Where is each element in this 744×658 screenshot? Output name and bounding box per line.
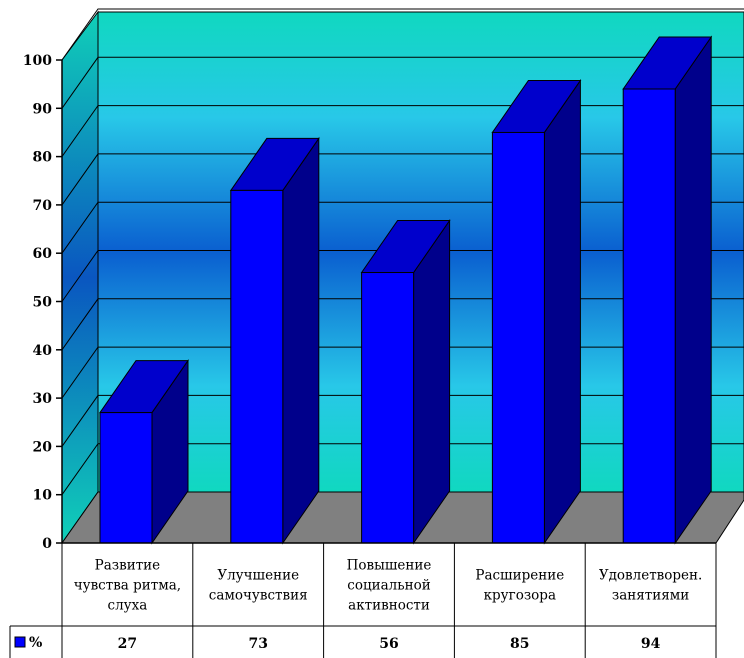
y-tick-label-100: 100 [23, 53, 52, 69]
y-tick-label-10: 10 [33, 488, 53, 504]
bars [99, 35, 713, 545]
bar-2 [229, 136, 320, 545]
y-tick-label-20: 20 [33, 439, 53, 455]
bar-front-3 [361, 272, 415, 544]
y-tick-label-0: 0 [42, 536, 52, 552]
data-value-2: 73 [248, 636, 267, 652]
bar-side-4 [543, 78, 581, 545]
category-label-3-line-1: Повышение [347, 558, 432, 574]
category-label-2-line-2: самочувствия [209, 588, 308, 604]
y-tick-label-60: 60 [33, 246, 53, 262]
y-tick-label-70: 70 [33, 198, 53, 214]
y-tick-label-50: 50 [33, 295, 53, 311]
data-value-1: 27 [118, 636, 137, 652]
category-label-3-line-2: социальной [347, 578, 430, 594]
category-label-5-line-2: занятиями [612, 588, 689, 604]
data-value-4: 85 [510, 636, 529, 652]
category-label-4-line-2: кругозора [484, 588, 556, 604]
y-axis: 0 10 20 30 40 50 60 70 80 90 100 [23, 53, 63, 552]
bar-5 [622, 35, 713, 545]
bar-front-4 [491, 131, 545, 544]
bar-side-3 [413, 218, 451, 545]
y-tick-label-90: 90 [33, 101, 53, 117]
data-table: Развитие чувства ритма, слуха 27 Улучшение са… [9, 542, 717, 658]
category-label-1-line-2: чувства ритма, [74, 578, 181, 594]
category-label-5-line-1: Удовлетворен. [599, 568, 702, 584]
category-label-2-line-1: Улучшение [217, 568, 299, 584]
data-value-5: 94 [641, 636, 661, 652]
bar-front-1 [99, 412, 153, 544]
legend-swatch [14, 636, 26, 648]
bar-front-5 [622, 88, 676, 544]
data-value-3: 56 [379, 636, 398, 652]
y-tick-label-80: 80 [33, 150, 53, 166]
category-label-4-line-1: Расширение [475, 568, 564, 584]
bar-side-5 [674, 35, 712, 545]
bar-1 [99, 358, 189, 545]
gridline-90 [61, 56, 744, 109]
category-label-3-line-3: активности [348, 598, 430, 614]
bar-front-2 [230, 189, 284, 544]
y-tick-label-30: 30 [33, 391, 53, 407]
y-tick-label-40: 40 [33, 343, 53, 359]
gridline-100 [61, 8, 744, 61]
category-label-1-line-3: слуха [108, 598, 148, 614]
legend-label: % [29, 635, 42, 651]
bar-side-2 [282, 136, 320, 545]
side-wall [61, 10, 99, 545]
bar-3 [360, 218, 451, 545]
category-label-1-line-1: Развитие [95, 558, 161, 574]
bar-4 [491, 78, 582, 545]
